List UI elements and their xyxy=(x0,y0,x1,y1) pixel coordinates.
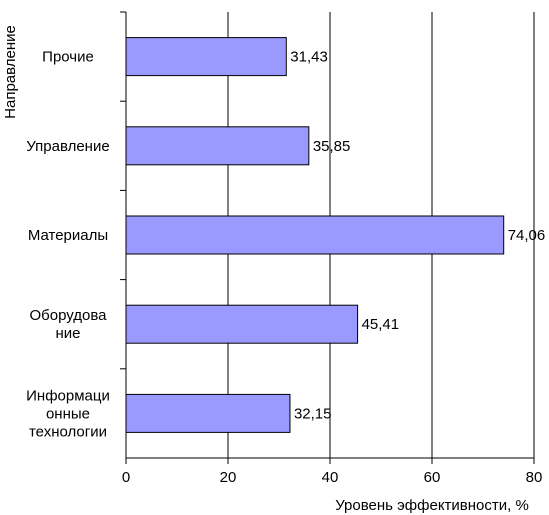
bar xyxy=(125,304,359,344)
x-tick-labels: 0 20 40 60 80 xyxy=(122,469,543,486)
data-label: 31,43 xyxy=(290,49,328,66)
x-tick-label: 80 xyxy=(526,469,543,486)
bar xyxy=(125,37,287,77)
category-label: Информаци xyxy=(26,387,110,404)
bar xyxy=(125,393,291,433)
data-label: 32,15 xyxy=(294,405,332,422)
x-axis-title: Уровень эффективности, % xyxy=(335,497,529,514)
data-labels: 32,15 45,41 74,06 35,85 31,43 xyxy=(290,49,545,423)
category-label: Материалы xyxy=(28,227,108,244)
x-tick-label: 0 xyxy=(122,469,130,486)
category-label: Оборудова xyxy=(29,307,107,324)
category-label: онные xyxy=(46,405,90,422)
data-label: 35,85 xyxy=(313,138,351,155)
category-label: Управление xyxy=(26,138,109,155)
bar xyxy=(125,215,505,255)
x-tick-label: 40 xyxy=(322,469,339,486)
category-label: ние xyxy=(55,325,80,342)
data-label: 45,41 xyxy=(362,316,400,333)
bar xyxy=(125,126,310,166)
category-label: технологии xyxy=(29,423,107,440)
x-tick-label: 20 xyxy=(220,469,237,486)
category-label: Прочие xyxy=(42,49,94,66)
bars xyxy=(125,37,505,433)
y-axis-title: Направление xyxy=(2,25,19,119)
data-label: 74,06 xyxy=(508,227,546,244)
x-tick-label: 60 xyxy=(424,469,441,486)
axes xyxy=(120,11,535,464)
